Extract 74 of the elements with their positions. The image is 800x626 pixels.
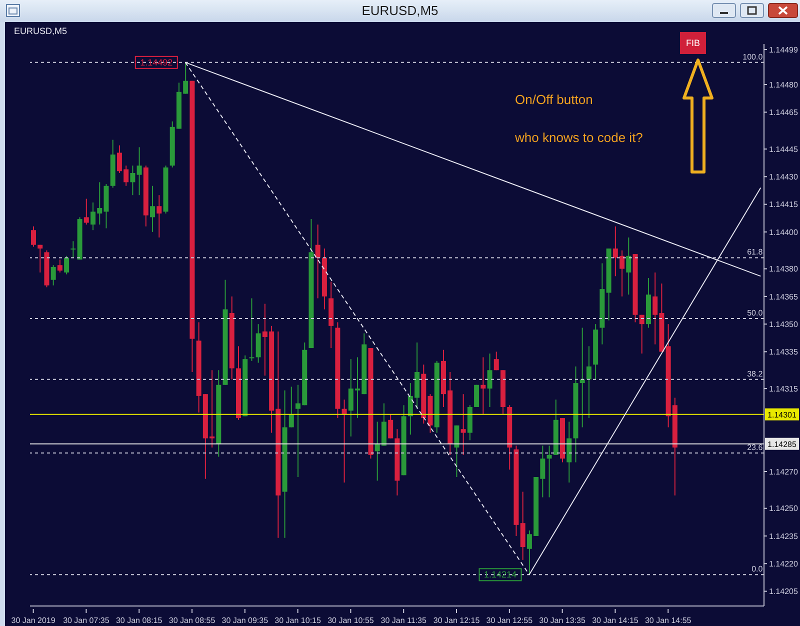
y-tick-label: 1.14400 xyxy=(769,228,798,237)
x-tick-label: 30 Jan 14:55 xyxy=(644,616,692,625)
x-tick-label: 30 Jan 2019 xyxy=(11,616,56,625)
y-tick-label: 1.14350 xyxy=(769,320,798,329)
candlestick xyxy=(315,224,320,299)
x-tick-label: 30 Jan 10:55 xyxy=(328,616,374,625)
candlestick xyxy=(256,324,261,364)
x-tick-label: 30 Jan 10:15 xyxy=(274,616,322,625)
candlestick xyxy=(84,198,89,226)
candlestick xyxy=(342,399,347,484)
candlestick xyxy=(57,259,62,273)
candlestick xyxy=(288,386,294,428)
candlestick xyxy=(586,346,592,419)
candlestick xyxy=(38,244,43,273)
candlestick xyxy=(487,353,492,408)
y-tick-label: 1.14205 xyxy=(769,587,798,596)
toggle-button: FIB xyxy=(680,32,706,54)
y-tick-label: 1.14250 xyxy=(769,504,798,514)
x-tick-label: 30 Jan 12:55 xyxy=(486,616,534,625)
candlestick xyxy=(136,146,142,196)
annotation: 1.14214 xyxy=(484,570,517,580)
chart-title: EURUSD,M5 xyxy=(360,3,440,18)
candlestick xyxy=(150,185,156,232)
annotation: 1.14492 xyxy=(140,57,173,68)
candlestick xyxy=(130,165,136,196)
annotation: 38.2 xyxy=(747,369,764,378)
candlestick xyxy=(156,194,162,238)
y-tick-label: 1.14365 xyxy=(769,292,798,302)
x-tick-label: 30 Jan 11:35 xyxy=(380,616,427,625)
y-tick-label: 1.14499 xyxy=(769,45,798,54)
annotation: who knows to code it? xyxy=(515,130,643,145)
candlestick xyxy=(566,421,572,484)
y-tick-label: 1.14430 xyxy=(769,172,798,182)
candlestick xyxy=(474,384,480,408)
y-tick-label: 1.14415 xyxy=(769,200,798,210)
candlestick xyxy=(546,445,552,498)
candlestick xyxy=(249,298,254,362)
x-tick-label: 30 Jan 13:35 xyxy=(539,616,586,625)
candlestick xyxy=(626,236,632,296)
x-tick-label: 30 Jan 08:15 xyxy=(116,616,163,625)
annotation: 23.6 xyxy=(747,443,764,452)
annotation: 61.8 xyxy=(747,248,764,257)
candlestick xyxy=(454,424,460,478)
candlestick xyxy=(480,356,486,415)
candlestick xyxy=(388,414,394,439)
y-tick-label: 1.14445 xyxy=(769,144,798,154)
candlestick xyxy=(50,264,56,286)
annotation: 100.0 xyxy=(742,52,764,62)
x-tick-label: 30 Jan 14:15 xyxy=(592,616,639,625)
candlestick xyxy=(639,314,644,354)
candlestick xyxy=(70,240,76,258)
y-tick-label: 1.14270 xyxy=(769,467,798,476)
ref-line-label: 1.14301 xyxy=(768,410,798,420)
annotation: On/Off button xyxy=(515,92,593,107)
y-tick-label: 1.14220 xyxy=(769,559,798,568)
x-tick-label: 30 Jan 07:35 xyxy=(63,616,110,625)
y-tick-label: 1.14335 xyxy=(769,348,798,357)
y-tick-label: 1.14480 xyxy=(769,80,798,90)
annotation: 0.0 xyxy=(752,564,764,574)
candlestick xyxy=(31,226,36,248)
y-tick-label: 1.14465 xyxy=(769,108,798,118)
y-tick-label: 1.14315 xyxy=(769,384,798,394)
y-tick-label: 1.14380 xyxy=(769,264,798,274)
candlestick xyxy=(520,491,526,560)
x-tick-label: 30 Jan 12:15 xyxy=(433,616,480,625)
y-tick-label: 1.14235 xyxy=(769,532,798,541)
ref-line-label: 1.14285 xyxy=(768,440,798,449)
candlestick xyxy=(460,394,466,456)
x-tick-label: 30 Jan 09:35 xyxy=(222,616,269,625)
chart-subtitle: EURUSD,M5 xyxy=(14,26,68,36)
x-tick-label: 30 Jan 08:55 xyxy=(168,616,216,625)
candlestick xyxy=(64,255,70,275)
candlestick xyxy=(494,351,499,371)
annotation: 50.0 xyxy=(747,308,764,318)
